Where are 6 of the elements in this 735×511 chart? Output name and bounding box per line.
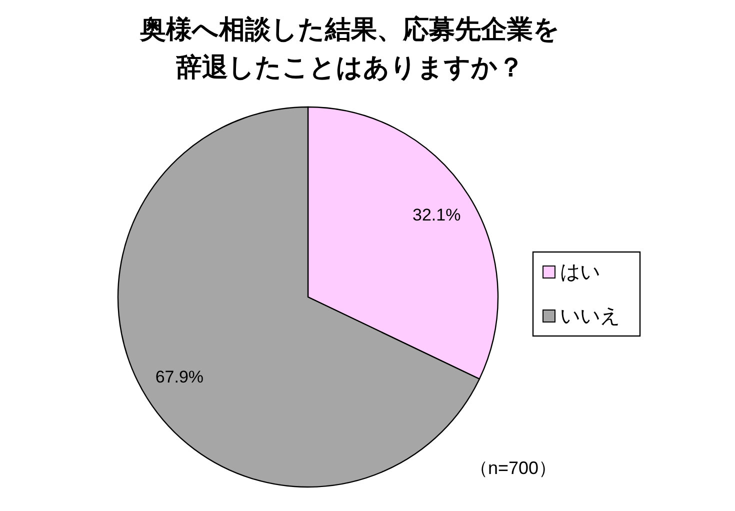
data-label: 67.9%	[155, 368, 204, 387]
text: （n=700）	[470, 458, 557, 478]
chart-title: 奥様へ相談した結果、応募先企業を辞退したことはありますか？	[139, 14, 560, 82]
legend-label: はい	[560, 261, 600, 284]
data-label: 32.1%	[412, 205, 461, 224]
legend-label: いいえ	[560, 305, 620, 328]
